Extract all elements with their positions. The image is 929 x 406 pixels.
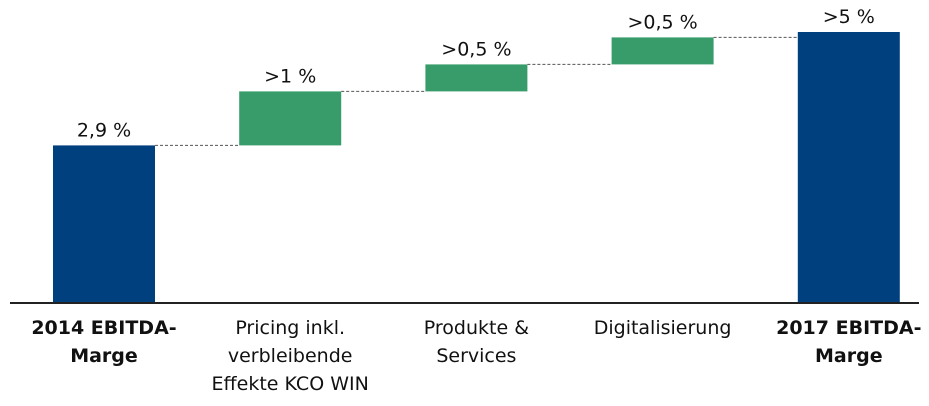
bar — [425, 64, 528, 92]
bar — [53, 145, 155, 302]
x-tick-label: Produkte & Services — [423, 317, 530, 367]
value-label: >5 % — [823, 6, 875, 28]
bar — [797, 32, 900, 302]
x-tick-label: 2017 EBITDA- Marge — [776, 317, 922, 367]
bar — [239, 91, 342, 146]
bar — [611, 37, 714, 65]
value-label: >1 % — [264, 65, 316, 87]
value-label: >0,5 % — [441, 38, 511, 60]
value-label: >0,5 % — [627, 11, 697, 33]
value-label: 2,9 % — [77, 119, 131, 141]
x-tick-label: 2014 EBITDA- Marge — [31, 317, 177, 367]
x-tick-label: Pricing inkl. verbleibende Effekte KCO W… — [211, 317, 369, 395]
x-tick-label: Digitalisierung — [593, 317, 732, 339]
